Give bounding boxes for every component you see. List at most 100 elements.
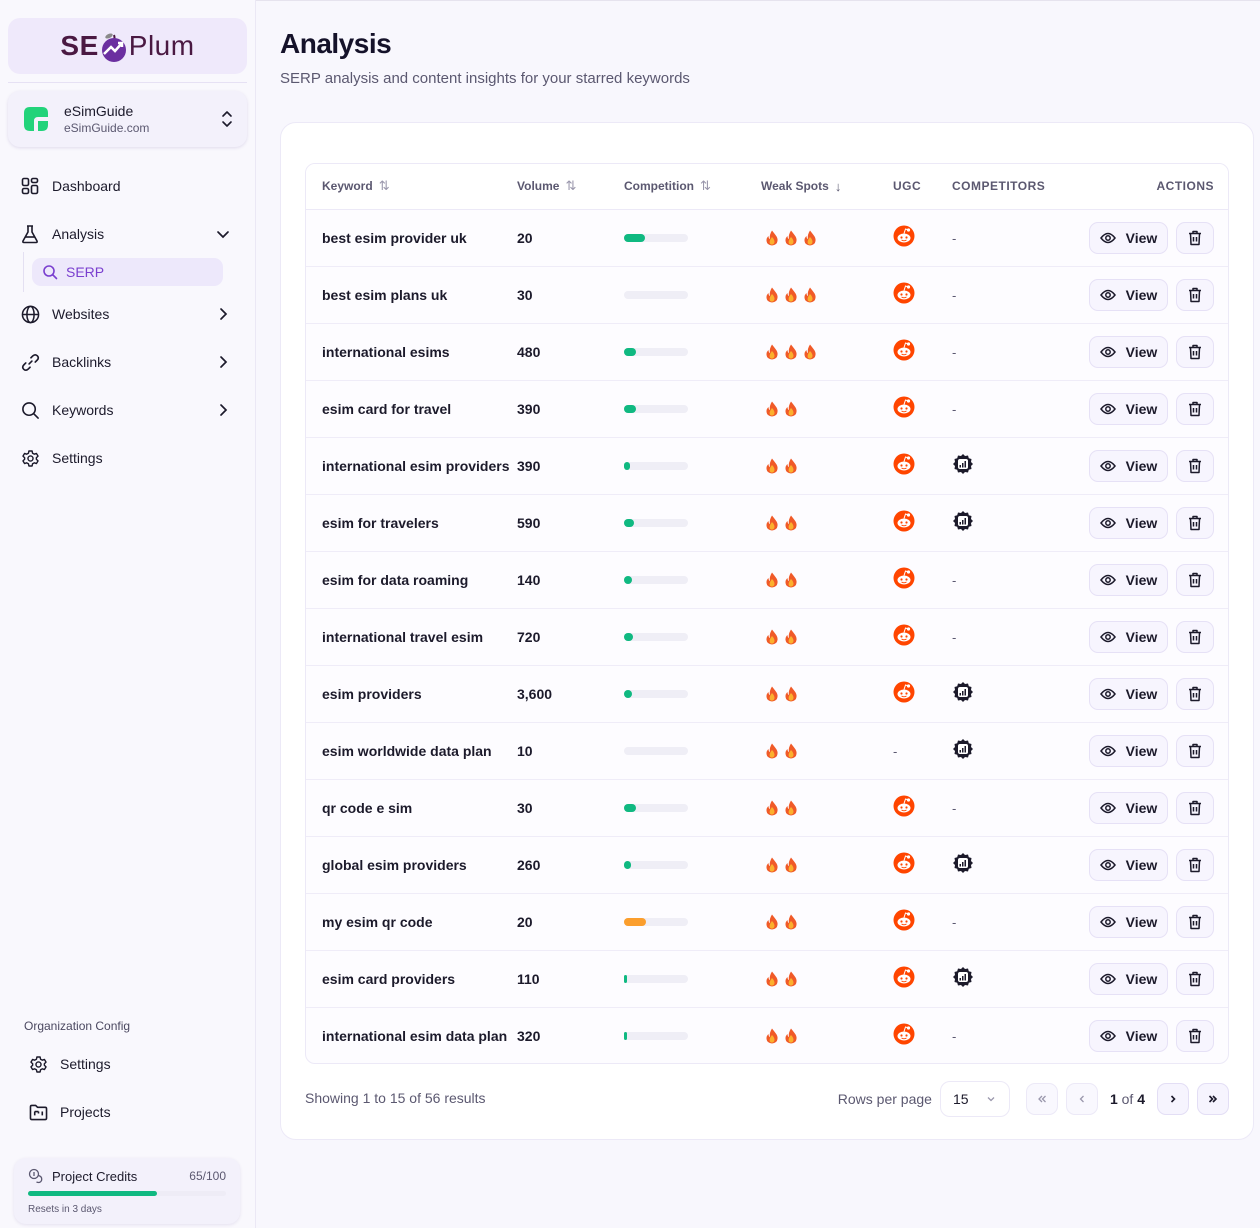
keyword-cell[interactable]: international esims <box>306 323 517 381</box>
table-row[interactable]: esim worldwide data plan 10 - View <box>306 722 1228 780</box>
delete-button[interactable] <box>1176 734 1214 767</box>
view-button[interactable]: View <box>1089 449 1168 482</box>
first-page-button[interactable] <box>1025 1083 1058 1115</box>
table-row[interactable]: international travel esim 720 - View <box>306 608 1228 666</box>
view-button[interactable]: View <box>1089 734 1168 767</box>
credits-count: 65/100 <box>189 1169 226 1183</box>
table-row[interactable]: esim card providers 110 View <box>306 950 1228 1008</box>
trash-icon <box>1189 629 1201 644</box>
sidebar-item-settings[interactable]: Settings <box>8 434 247 482</box>
sidebar-item-backlinks[interactable]: Backlinks <box>8 338 247 386</box>
delete-button[interactable] <box>1176 1019 1214 1052</box>
view-button[interactable]: View <box>1089 563 1168 596</box>
view-button[interactable]: View <box>1089 620 1168 653</box>
sidebar-item-org-settings[interactable]: Settings <box>16 1040 240 1088</box>
prev-page-button[interactable] <box>1065 1083 1098 1115</box>
col-competition[interactable]: Competition ⇅ <box>624 164 761 210</box>
reddit-icon <box>893 339 915 361</box>
table-row[interactable]: esim providers 3,600 View <box>306 665 1228 723</box>
sidebar-item-analysis[interactable]: Analysis <box>8 210 247 258</box>
keyword-cell[interactable]: esim card for travel <box>306 380 517 438</box>
rows-per-page-select[interactable]: 15 <box>939 1081 1010 1117</box>
table-row[interactable]: best esim provider uk 20 - View <box>306 209 1228 267</box>
ugc-cell <box>893 893 952 951</box>
ugc-cell <box>893 779 952 837</box>
view-button[interactable]: View <box>1089 392 1168 425</box>
delete-button[interactable] <box>1176 620 1214 653</box>
delete-button[interactable] <box>1176 449 1214 482</box>
view-button[interactable]: View <box>1089 278 1168 311</box>
table-row[interactable]: my esim qr code 20 - View <box>306 893 1228 951</box>
delete-button[interactable] <box>1176 278 1214 311</box>
ugc-cell <box>893 437 952 495</box>
delete-button[interactable] <box>1176 392 1214 425</box>
keyword-cell[interactable]: esim providers <box>306 665 517 723</box>
table-row[interactable]: international esim data plan 320 - View <box>306 1007 1228 1063</box>
delete-button[interactable] <box>1176 677 1214 710</box>
sidebar-item-keywords[interactable]: Keywords <box>8 386 247 434</box>
keyword-cell[interactable]: my esim qr code <box>306 893 517 951</box>
keyword-cell[interactable]: qr code e sim <box>306 779 517 837</box>
table-row[interactable]: qr code e sim 30 - View <box>306 779 1228 837</box>
sidebar-item-label: Dashboard <box>52 178 121 194</box>
view-button[interactable]: View <box>1089 677 1168 710</box>
table-row[interactable]: international esim providers 390 View <box>306 437 1228 495</box>
keyword-cell[interactable]: best esim plans uk <box>306 266 517 324</box>
eye-icon <box>1099 973 1116 984</box>
table-row[interactable]: international esims 480 - View <box>306 323 1228 381</box>
page-indicator: 1 of 4 <box>1110 1091 1145 1107</box>
competition-cell <box>624 665 761 723</box>
view-button[interactable]: View <box>1089 506 1168 539</box>
view-button[interactable]: View <box>1089 848 1168 881</box>
delete-button[interactable] <box>1176 563 1214 596</box>
sidebar-item-dashboard[interactable]: Dashboard <box>8 162 247 210</box>
view-button[interactable]: View <box>1089 962 1168 995</box>
keyword-cell[interactable]: best esim provider uk <box>306 209 517 267</box>
last-page-button[interactable] <box>1197 1083 1229 1115</box>
table-row[interactable]: best esim plans uk 30 - View <box>306 266 1228 324</box>
keyword-cell[interactable]: international esim providers <box>306 437 517 495</box>
sidebar-item-projects[interactable]: Projects <box>16 1088 240 1136</box>
delete-button[interactable] <box>1176 221 1214 254</box>
credits-progress-fill <box>28 1191 157 1196</box>
next-page-button[interactable] <box>1157 1083 1189 1115</box>
weak-spots-cell <box>761 380 893 438</box>
delete-button[interactable] <box>1176 506 1214 539</box>
reddit-icon <box>893 1023 915 1045</box>
flame-icon <box>804 230 816 245</box>
view-button[interactable]: View <box>1089 905 1168 938</box>
actions-cell: View <box>1052 209 1228 267</box>
view-button[interactable]: View <box>1089 221 1168 254</box>
table-row[interactable]: esim for data roaming 140 - View <box>306 551 1228 609</box>
keyword-cell[interactable]: global esim providers <box>306 836 517 894</box>
view-button-label: View <box>1125 799 1158 816</box>
col-weak-spots[interactable]: Weak Spots ↓ <box>761 164 893 210</box>
table-row[interactable]: esim for travelers 590 View <box>306 494 1228 552</box>
chevrons-left-icon <box>1038 1095 1046 1103</box>
table-row[interactable]: global esim providers 260 View <box>306 836 1228 894</box>
trash-icon <box>1189 914 1201 929</box>
keyword-cell[interactable]: international travel esim <box>306 608 517 666</box>
keyword-cell[interactable]: esim for data roaming <box>306 551 517 609</box>
table-row[interactable]: esim card for travel 390 - View <box>306 380 1228 438</box>
keyword-cell[interactable]: esim card providers <box>306 950 517 1008</box>
col-volume[interactable]: Volume ⇅ <box>517 164 624 210</box>
delete-button[interactable] <box>1176 791 1214 824</box>
org-switcher[interactable]: eSimGuide eSimGuide.com <box>8 91 247 147</box>
delete-button[interactable] <box>1176 962 1214 995</box>
flame-icon <box>785 629 797 644</box>
view-button[interactable]: View <box>1089 1019 1168 1052</box>
delete-button[interactable] <box>1176 905 1214 938</box>
sidebar-item-websites[interactable]: Websites <box>8 290 247 338</box>
eye-icon <box>1099 460 1116 471</box>
delete-button[interactable] <box>1176 335 1214 368</box>
col-keyword[interactable]: Keyword ⇅ <box>306 164 517 210</box>
delete-button[interactable] <box>1176 848 1214 881</box>
view-button[interactable]: View <box>1089 791 1168 824</box>
view-button[interactable]: View <box>1089 335 1168 368</box>
keyword-cell[interactable]: esim worldwide data plan <box>306 722 517 780</box>
brand-logo[interactable]: SE Plum <box>8 18 247 74</box>
keyword-cell[interactable]: esim for travelers <box>306 494 517 552</box>
keyword-cell[interactable]: international esim data plan <box>322 1027 508 1044</box>
sidebar-subitem-serp[interactable]: SERP <box>32 258 223 286</box>
